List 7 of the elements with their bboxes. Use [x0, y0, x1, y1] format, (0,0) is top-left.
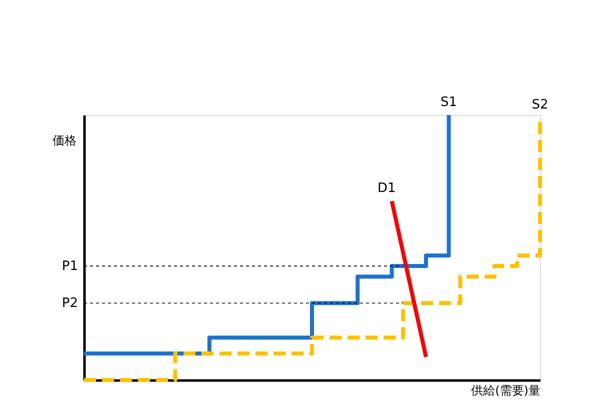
ref-line-label: P1	[62, 259, 78, 274]
ref-line-label: P2	[62, 296, 78, 312]
series-label: D1	[378, 181, 396, 196]
x-axis-title: 供給(需要)量	[471, 384, 540, 398]
series-label: S2	[532, 98, 548, 113]
series-label: S1	[440, 95, 458, 110]
y-axis-title: 価格	[52, 134, 76, 148]
